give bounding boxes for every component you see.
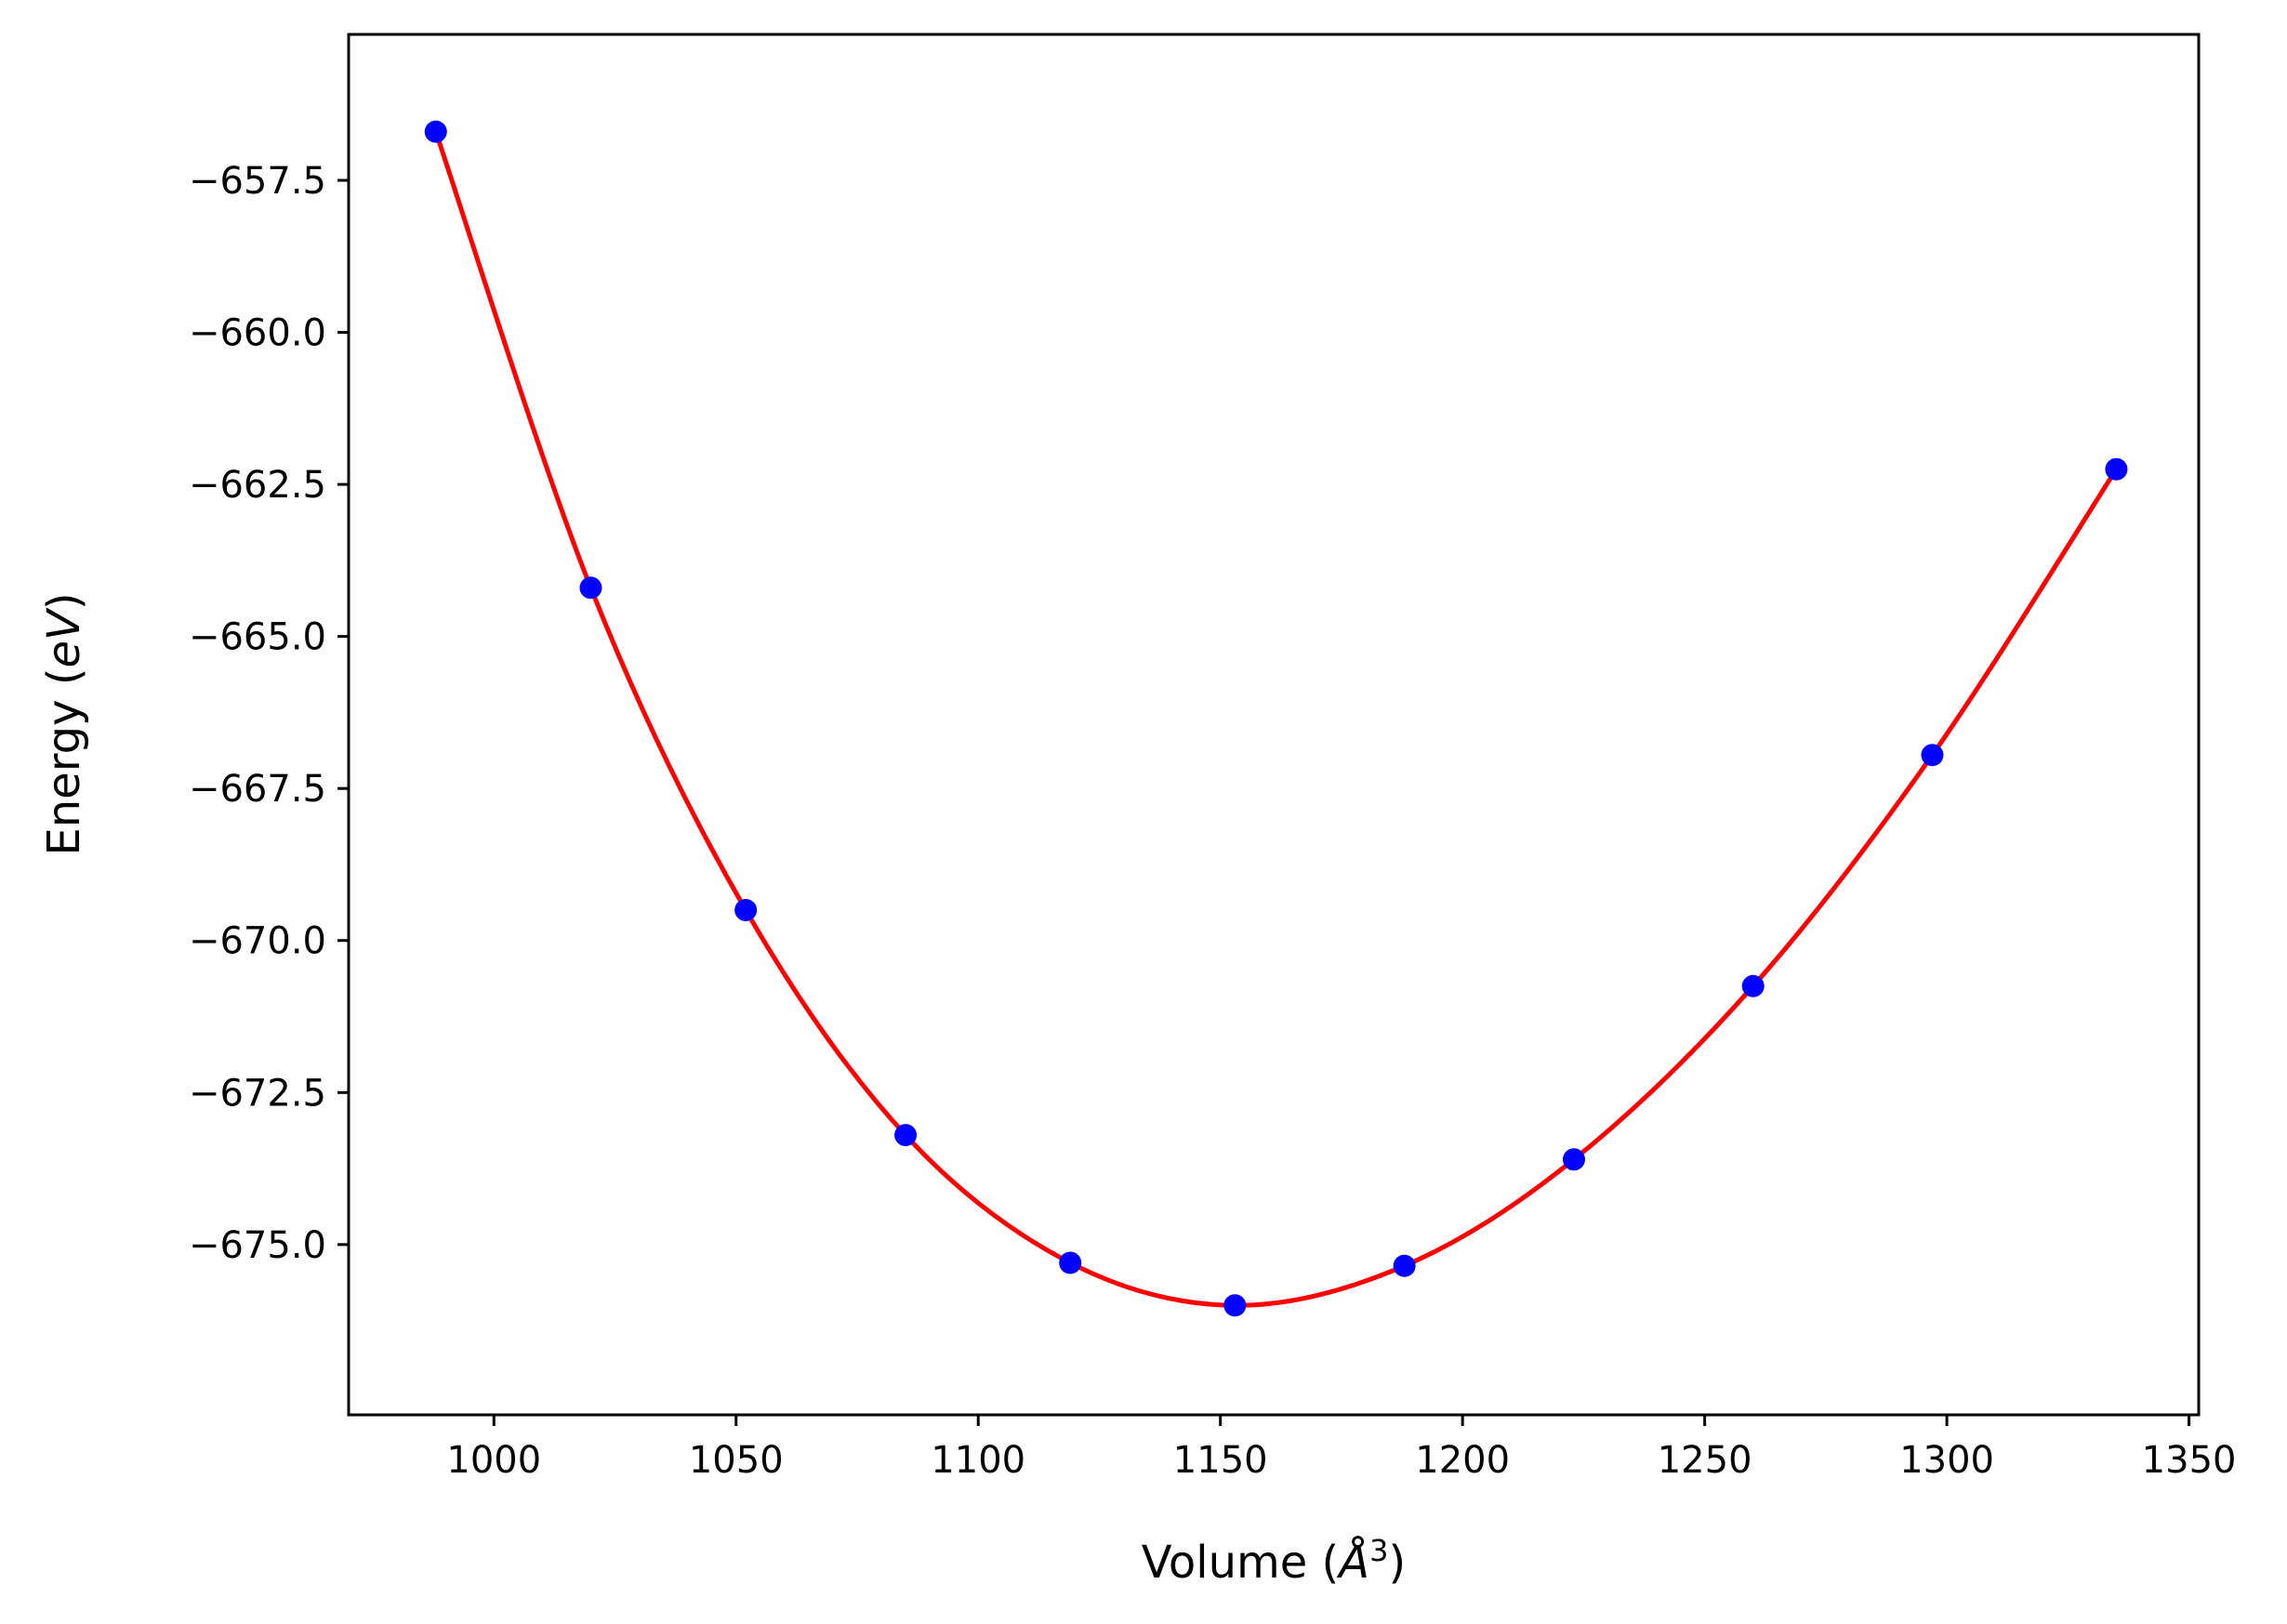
x-axis-title-unit: Å [1336, 1536, 1369, 1589]
data-point [2105, 457, 2128, 481]
y-tick-label: −670.0 [189, 920, 326, 963]
fit-curve-layer [433, 130, 2119, 1308]
y-tick-label: −675.0 [189, 1224, 326, 1267]
x-tick-label: 1150 [1173, 1439, 1268, 1482]
x-axis-title-suffix: ) [1388, 1537, 1406, 1589]
y-tick-label: −672.5 [189, 1072, 326, 1115]
y-axis-title-prefix: Energy ( [38, 668, 90, 856]
x-axis-ticks: 1000 1050 1100 1150 1200 1250 1300 1350 [446, 1415, 2236, 1482]
x-axis-title: Volume (Å3) [1142, 1533, 1406, 1589]
x-axis-title-exponent: 3 [1369, 1533, 1388, 1568]
x-tick-label: 1200 [1415, 1439, 1510, 1482]
x-tick-label: 1250 [1658, 1439, 1752, 1482]
y-axis-title-unit: eV [38, 607, 90, 668]
y-axis-ticks: −657.5 −660.0 −662.5 −665.0 −667.5 −670.0 −672… [189, 160, 349, 1267]
y-axis-title: Energy (eV) [38, 592, 90, 855]
data-point [1393, 1254, 1416, 1277]
x-tick-label: 1100 [931, 1439, 1025, 1482]
x-axis-title-prefix: Volume ( [1142, 1537, 1340, 1589]
data-point [1059, 1251, 1082, 1274]
data-point [1223, 1294, 1247, 1317]
data-point [1741, 974, 1765, 997]
y-tick-label: −665.0 [189, 616, 326, 659]
x-tick-label: 1350 [2142, 1439, 2237, 1482]
data-points-layer [424, 120, 2128, 1317]
data-point [424, 120, 447, 143]
data-point [1562, 1148, 1585, 1171]
data-point [734, 899, 758, 922]
y-axis-title-suffix: ) [38, 592, 90, 610]
y-tick-label: −662.5 [189, 464, 326, 507]
x-tick-label: 1300 [1899, 1439, 1994, 1482]
data-point [579, 576, 602, 600]
y-tick-label: −660.0 [189, 312, 326, 355]
data-point [894, 1124, 918, 1147]
y-tick-label: −657.5 [189, 160, 326, 203]
x-tick-label: 1050 [689, 1439, 784, 1482]
fit-curve-line [433, 130, 2119, 1308]
data-point [1921, 744, 1944, 767]
plot-frame [347, 33, 2201, 1417]
x-tick-label: 1000 [446, 1439, 541, 1482]
y-tick-label: −667.5 [189, 768, 326, 811]
